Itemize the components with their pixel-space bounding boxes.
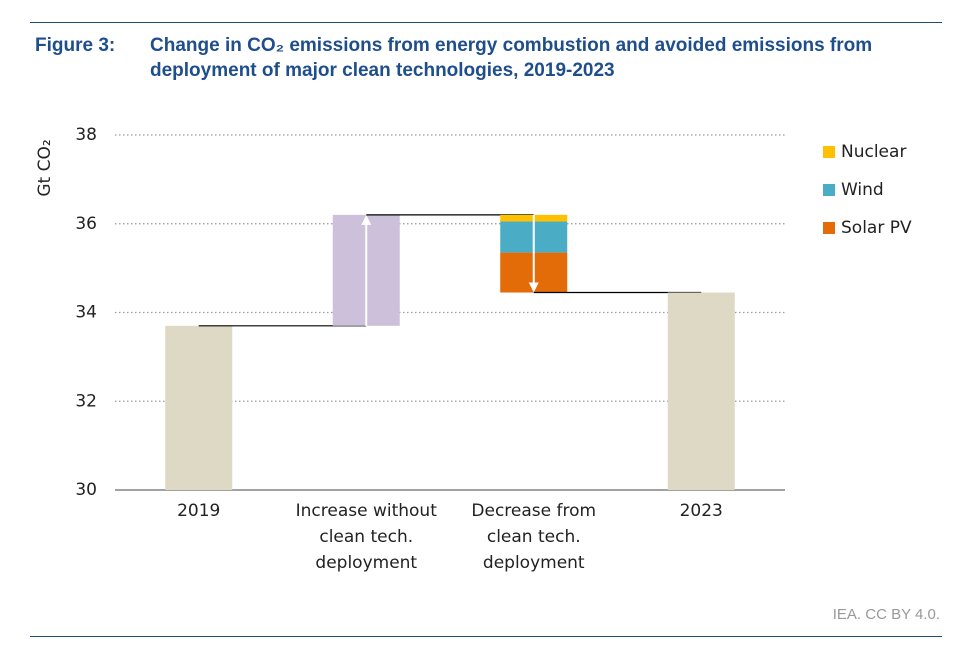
y-tick-label: 34 — [75, 303, 97, 323]
y-tick-label: 36 — [75, 214, 97, 234]
x-tick-label: Increase without clean tech. deployment — [295, 501, 437, 573]
total-bar — [667, 292, 735, 490]
y-tick-label: 32 — [75, 391, 97, 411]
source: IEA. CC BY 4.0. — [832, 606, 940, 623]
legend-label: Solar PV — [841, 218, 912, 238]
bottom-rule — [30, 636, 942, 637]
legend-swatch — [823, 184, 835, 196]
figure-label: Figure 3: — [35, 35, 116, 56]
top-rule — [30, 22, 942, 23]
y-axis-label: Gt CO₂ — [35, 139, 55, 196]
arrow-head — [528, 282, 539, 293]
x-tick-label: Decrease from clean tech. deployment — [471, 501, 597, 573]
arrow-head — [361, 214, 372, 225]
legend-label: Wind — [841, 180, 884, 200]
total-bar — [165, 325, 233, 490]
x-tick-label: 2019 — [177, 501, 221, 521]
legend-swatch — [823, 146, 835, 158]
legend-swatch — [823, 222, 835, 234]
legend-label: Nuclear — [841, 142, 906, 162]
chart-title: Change in CO₂ emissions from energy comb… — [150, 35, 873, 81]
y-tick-label: 30 — [75, 480, 97, 500]
y-tick-label: 38 — [75, 125, 97, 145]
x-tick-label: 2023 — [679, 501, 723, 521]
